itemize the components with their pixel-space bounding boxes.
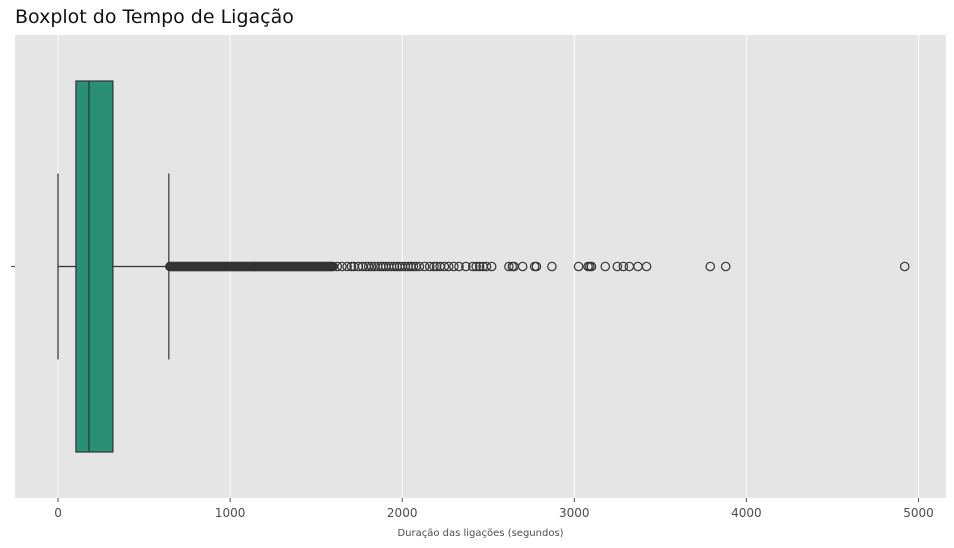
outlier-point: [366, 261, 377, 272]
outlier-point: [618, 261, 629, 272]
outlier-point: [454, 261, 464, 272]
outlier-point: [471, 261, 481, 272]
outlier-point: [547, 261, 557, 272]
outlier-point: [517, 261, 528, 272]
outlier-point: [531, 261, 542, 272]
outlier-point: [443, 261, 454, 272]
outlier-point: [337, 261, 347, 272]
outlier-point: [346, 261, 357, 272]
chart-title: Boxplot do Tempo de Ligação: [15, 6, 294, 28]
x-tick-label: 4000: [731, 506, 762, 520]
outlier-point: [481, 261, 492, 272]
outlier-point: [641, 261, 652, 272]
outlier-point: [486, 261, 497, 272]
iqr-box: [75, 80, 114, 453]
x-tick-label: 2000: [387, 506, 418, 520]
outlier-point: [461, 261, 471, 272]
outlier-point: [408, 261, 419, 272]
outlier-point: [389, 261, 400, 272]
outlier-point: [612, 261, 623, 272]
outlier-point: [414, 261, 425, 272]
outlier-point: [573, 261, 584, 272]
x-tick-label: 3000: [559, 506, 590, 520]
outlier-point: [439, 261, 450, 272]
outlier-point: [586, 261, 597, 272]
x-tick-label: 1000: [215, 506, 246, 520]
outlier-point: [403, 261, 414, 272]
outlier-point: [419, 261, 430, 272]
outlier-point: [449, 261, 459, 272]
outlier-point: [474, 261, 485, 272]
outlier-point: [429, 261, 439, 272]
outlier-point: [467, 261, 478, 272]
outlier-point: [332, 261, 343, 272]
outlier-point: [600, 261, 611, 272]
outlier-point: [720, 261, 731, 272]
outlier-point: [705, 261, 716, 272]
x-tick-label: 0: [54, 506, 62, 520]
x-tick-label: 5000: [903, 506, 934, 520]
outlier-point: [424, 261, 435, 272]
outlier-point: [353, 261, 364, 272]
outlier-point: [363, 261, 374, 272]
outlier-point: [504, 261, 514, 272]
outlier-point: [342, 261, 352, 272]
outlier-point: [899, 261, 910, 272]
x-axis-label: Duração das ligações (segundos): [397, 528, 563, 539]
outlier-point: [431, 261, 442, 272]
